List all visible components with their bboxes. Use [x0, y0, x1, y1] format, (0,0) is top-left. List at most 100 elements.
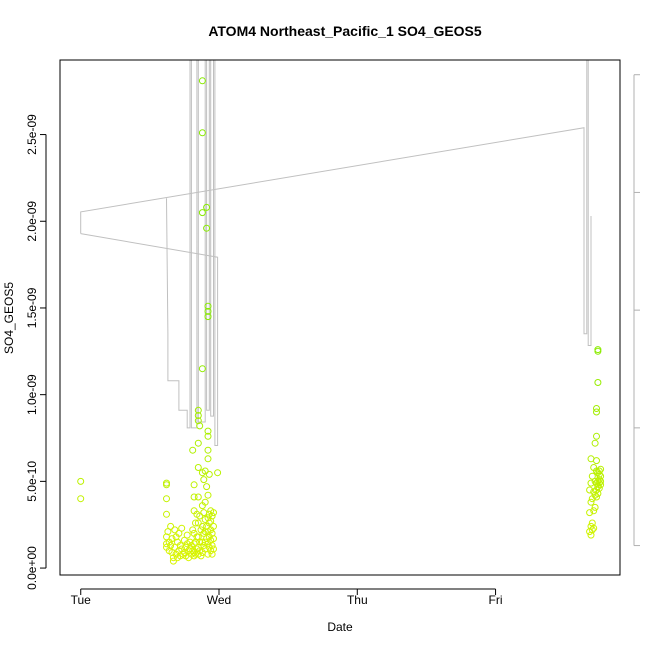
- data-point: [208, 529, 216, 537]
- data-point: [204, 491, 212, 499]
- data-point: [591, 439, 599, 447]
- data-point: [207, 517, 215, 525]
- data-point: [167, 522, 175, 530]
- data-point: [595, 470, 603, 478]
- y-tick-label: 0.0e+00: [25, 546, 39, 590]
- data-point: [194, 464, 202, 471]
- y-tick-label: 2.0e-09: [25, 201, 39, 242]
- data-point: [198, 522, 206, 530]
- data-point: [595, 476, 603, 484]
- data-point: [593, 405, 600, 412]
- data-point: [196, 422, 204, 430]
- data-point: [588, 519, 596, 527]
- data-point: [200, 529, 208, 537]
- data-point: [588, 472, 596, 480]
- data-point: [77, 495, 85, 503]
- data-point: [194, 493, 202, 501]
- data-point: [210, 522, 217, 530]
- data-point: [586, 486, 594, 494]
- data-point: [189, 526, 197, 534]
- x-tick-label: Thu: [347, 593, 368, 607]
- data-point: [198, 365, 206, 373]
- y-tick-label: 1.0e-09: [25, 374, 39, 415]
- data-point: [175, 529, 183, 537]
- data-point: [197, 552, 205, 560]
- data-point: [208, 542, 216, 549]
- data-point: [205, 519, 213, 527]
- data-point: [190, 552, 198, 560]
- data-point: [200, 476, 208, 484]
- x-tick-label: Wed: [207, 593, 231, 607]
- data-point: [205, 470, 213, 478]
- data-point: [194, 519, 202, 527]
- data-point: [597, 472, 605, 480]
- data-point: [210, 545, 217, 553]
- data-point: [204, 446, 212, 454]
- data-point: [214, 469, 222, 477]
- data-point: [204, 313, 212, 321]
- chart-title: ATOM4 Northeast_Pacific_1 SO4_GEOS5: [208, 23, 482, 39]
- data-point: [201, 467, 209, 475]
- data-point: [204, 455, 212, 463]
- x-axis: Tue Wed Thu Fri: [71, 588, 503, 607]
- data-point: [595, 467, 603, 475]
- data-point: [163, 481, 170, 489]
- data-point: [588, 526, 596, 534]
- data-point: [198, 77, 206, 85]
- data-point: [208, 550, 216, 558]
- data-point: [169, 557, 177, 565]
- data-point: [201, 498, 209, 506]
- data-point: [194, 439, 202, 447]
- y-axis: 0.0e+00 5.0e-10 1.0e-09 1.5e-09 2.0e-09 2.5e-…: [25, 114, 47, 590]
- y-tick-label: 2.5e-09: [25, 114, 39, 155]
- data-point: [203, 483, 211, 491]
- data-point: [595, 484, 603, 492]
- data-point: [594, 490, 602, 497]
- data-point: [595, 479, 603, 487]
- data-point: [77, 477, 85, 485]
- data-point: [192, 519, 199, 527]
- y-axis-label: SO4_GEOS5: [2, 282, 16, 354]
- data-point: [163, 510, 170, 518]
- y-tick-label: 1.5e-09: [25, 287, 39, 328]
- data-point: [168, 549, 176, 556]
- data-point: [587, 531, 595, 539]
- data-point: [180, 549, 188, 556]
- data-point: [178, 524, 186, 532]
- data-point: [183, 531, 191, 539]
- data-point: [204, 432, 212, 440]
- data-point: [590, 524, 598, 532]
- data-point: [167, 542, 175, 549]
- data-point: [590, 507, 598, 515]
- data-point: [168, 535, 176, 543]
- data-point: [593, 432, 600, 440]
- data-point: [594, 379, 602, 386]
- data-point: [171, 526, 179, 534]
- data-point: [198, 129, 206, 137]
- data-point: [593, 408, 600, 416]
- x-tick-label: Fri: [489, 593, 503, 607]
- data-point: [587, 498, 595, 506]
- data-point: [196, 512, 204, 520]
- data-point: [586, 509, 594, 517]
- data-point: [204, 427, 212, 435]
- data-point: [594, 347, 602, 355]
- data-point: [591, 503, 599, 511]
- data-point: [194, 406, 202, 414]
- data-point: [189, 446, 197, 454]
- data-point: [204, 307, 212, 315]
- data-point: [208, 512, 216, 520]
- pressure-line-2: [80, 60, 219, 446]
- data-point: [203, 203, 211, 211]
- x-axis-label: Date: [327, 620, 353, 634]
- data-point: [597, 477, 605, 485]
- x-tick-label: Tue: [71, 593, 92, 607]
- data-point: [597, 465, 605, 473]
- data-point: [593, 493, 600, 501]
- data-point: [194, 417, 202, 425]
- data-point: [192, 538, 199, 546]
- data-point: [198, 209, 206, 217]
- y2-axis: 2004006008001000: [633, 65, 650, 559]
- pressure-line-1: [80, 60, 592, 346]
